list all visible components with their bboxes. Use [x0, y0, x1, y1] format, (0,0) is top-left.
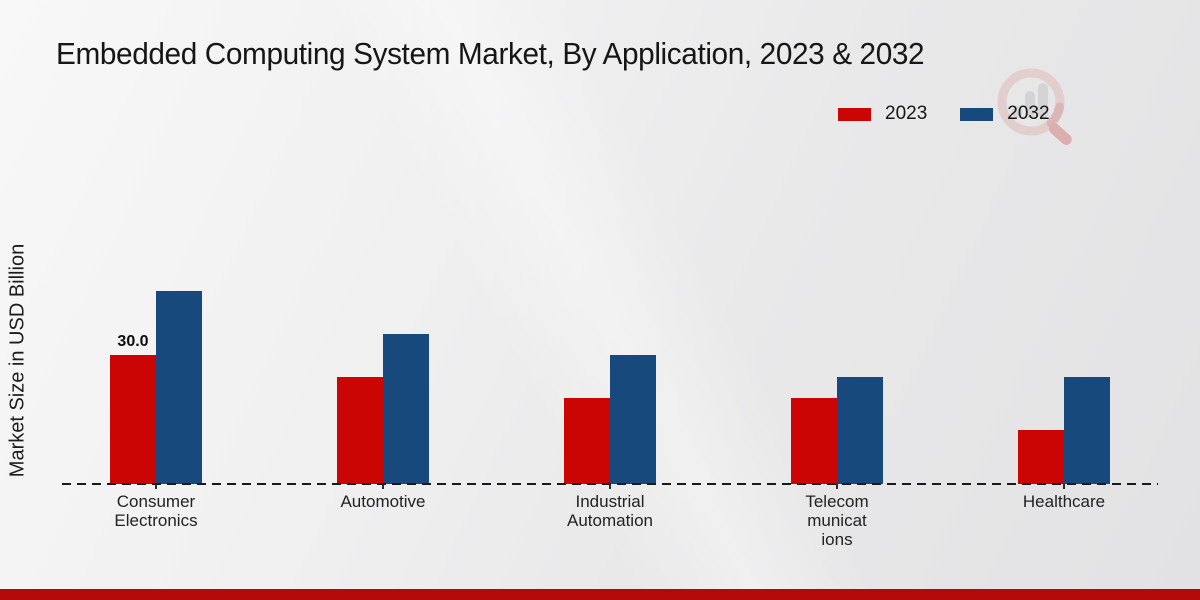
bar-2032-telecommunications[interactable]: [837, 376, 883, 484]
bar-2032-healthcare[interactable]: [1064, 376, 1110, 484]
footer-strip: [0, 589, 1200, 600]
chart-title: Embedded Computing System Market, By App…: [56, 36, 925, 71]
bar-2032-industrial-automation[interactable]: [610, 355, 656, 484]
category-label-automotive: Automotive: [340, 492, 426, 511]
bar-2023-industrial-automation[interactable]: [564, 398, 610, 484]
category-label-telecommunications: Telecom municat ions: [805, 492, 869, 549]
category-label-consumer-electronics: Consumer Electronics: [114, 492, 198, 530]
bar-2023-telecommunications[interactable]: [791, 398, 837, 484]
x-axis-tick-industrial-automation: [609, 484, 611, 489]
legend-item-2023[interactable]: 2023: [838, 103, 927, 125]
x-axis-tick-healthcare: [1063, 484, 1065, 489]
legend-item-2032[interactable]: 2032: [960, 103, 1050, 125]
x-axis-tick-telecommunications: [836, 484, 838, 489]
bar-value-label-consumer-electronics: 30.0: [117, 333, 149, 350]
bar-2023-automotive[interactable]: [337, 376, 383, 484]
legend: 2023 2032: [838, 103, 1050, 125]
x-axis-tick-automotive: [382, 484, 384, 489]
legend-swatch-2023: [838, 107, 871, 121]
x-axis-baseline: [62, 483, 1158, 485]
bar-2023-consumer-electronics[interactable]: [110, 355, 156, 484]
bar-2032-consumer-electronics[interactable]: [156, 290, 202, 484]
bar-2023-healthcare[interactable]: [1018, 430, 1064, 484]
category-label-industrial-automation: Industrial Automation: [567, 492, 653, 530]
legend-swatch-2032: [960, 107, 994, 121]
magnifier-bar-chart-logo-icon: [990, 60, 1090, 156]
legend-label-2032: 2032: [1007, 103, 1050, 124]
x-axis-tick-consumer-electronics: [155, 484, 157, 489]
legend-label-2023: 2023: [885, 103, 928, 124]
category-label-healthcare: Healthcare: [1022, 492, 1106, 511]
bar-2032-automotive[interactable]: [383, 333, 429, 484]
